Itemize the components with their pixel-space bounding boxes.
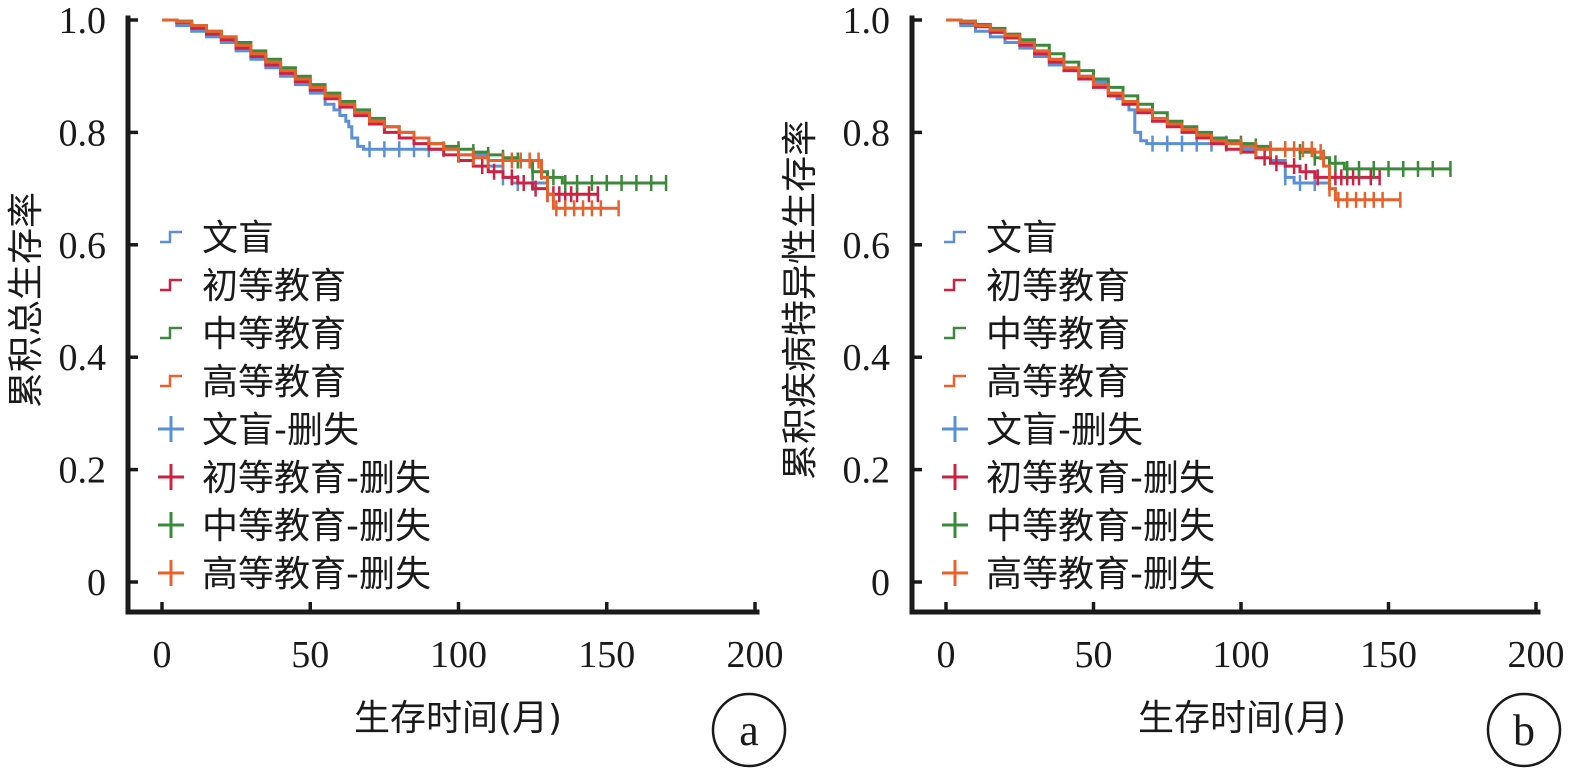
x-tick-label: 50 — [1075, 634, 1113, 676]
legend-label: 文盲-删失 — [202, 410, 359, 451]
panel-badge-label: a — [739, 706, 759, 755]
y-tick-label: 0.8 — [843, 112, 891, 154]
legend-step-icon — [944, 374, 966, 388]
legend-label: 初等教育 — [986, 266, 1130, 307]
x-tick-label: 0 — [153, 634, 172, 676]
survival-curve-3 — [946, 18, 1401, 202]
y-axis-title: 累积总生存率 — [6, 192, 47, 408]
x-tick-label: 150 — [1360, 634, 1417, 676]
y-tick-label: 0.4 — [59, 337, 107, 379]
x-axis-title: 生存时间(月) — [1138, 698, 1346, 739]
panel-a: 0 0.2 0.4 0.6 0.8 1.0 0 50 100 150 200 生存时间(月) 累积总生存… — [6, 0, 787, 768]
legend-step-icon — [944, 278, 966, 292]
y-tick-label: 0.6 — [843, 225, 891, 267]
x-tick-label: 200 — [727, 634, 784, 676]
legend-step-icon — [160, 230, 182, 244]
legend-label: 高等教育-删失 — [986, 554, 1215, 595]
legend-label: 初等教育 — [202, 266, 346, 307]
panel-b: 0 0.2 0.4 0.6 0.8 1.0 0 50 100 150 200 生存时间(月) 累积疾病特… — [780, 0, 1565, 768]
legend-label: 文盲-删失 — [986, 410, 1143, 451]
y-tick-label: 0.8 — [59, 112, 107, 154]
legend-step-icon — [944, 326, 966, 340]
survival-curve-3 — [162, 18, 619, 210]
y-tick-label: 0 — [871, 562, 890, 604]
x-tick-label: 100 — [1213, 634, 1270, 676]
x-tick-label: 100 — [430, 634, 487, 676]
legend-label: 中等教育-删失 — [986, 506, 1215, 547]
x-tick-label: 200 — [1508, 634, 1565, 676]
legend-step-icon — [944, 230, 966, 244]
legend-label: 高等教育-删失 — [202, 554, 431, 595]
y-tick-label: 0.4 — [843, 337, 891, 379]
legend-label: 高等教育 — [986, 362, 1130, 403]
legend-label: 高等教育 — [202, 362, 346, 403]
legend-label: 中等教育 — [202, 314, 346, 355]
y-tick-label: 0.2 — [843, 450, 891, 492]
y-tick-label: 1.0 — [59, 0, 107, 42]
legend-label: 文盲 — [202, 218, 274, 259]
legend-label: 中等教育-删失 — [202, 506, 431, 547]
legend-label: 中等教育 — [986, 314, 1130, 355]
panel-badge-label: b — [1513, 706, 1535, 755]
legend-label: 初等教育-删失 — [986, 458, 1215, 499]
x-tick-label: 0 — [937, 634, 956, 676]
x-axis-title: 生存时间(月) — [354, 698, 562, 739]
legend-step-icon — [160, 278, 182, 292]
y-tick-label: 0 — [87, 562, 106, 604]
y-tick-label: 0.6 — [59, 225, 107, 267]
x-tick-label: 150 — [578, 634, 635, 676]
legend-step-icon — [160, 374, 182, 388]
x-tick-label: 50 — [291, 634, 329, 676]
legend-label: 文盲 — [986, 218, 1058, 259]
y-tick-label: 1.0 — [843, 0, 891, 42]
legend-label: 初等教育-删失 — [202, 458, 431, 499]
legend-step-icon — [160, 326, 182, 340]
y-axis-title: 累积疾病特异性生存率 — [780, 120, 821, 480]
panel-badge-circle — [711, 692, 787, 768]
y-tick-label: 0.2 — [59, 450, 107, 492]
panel-badge-circle — [1486, 692, 1562, 768]
